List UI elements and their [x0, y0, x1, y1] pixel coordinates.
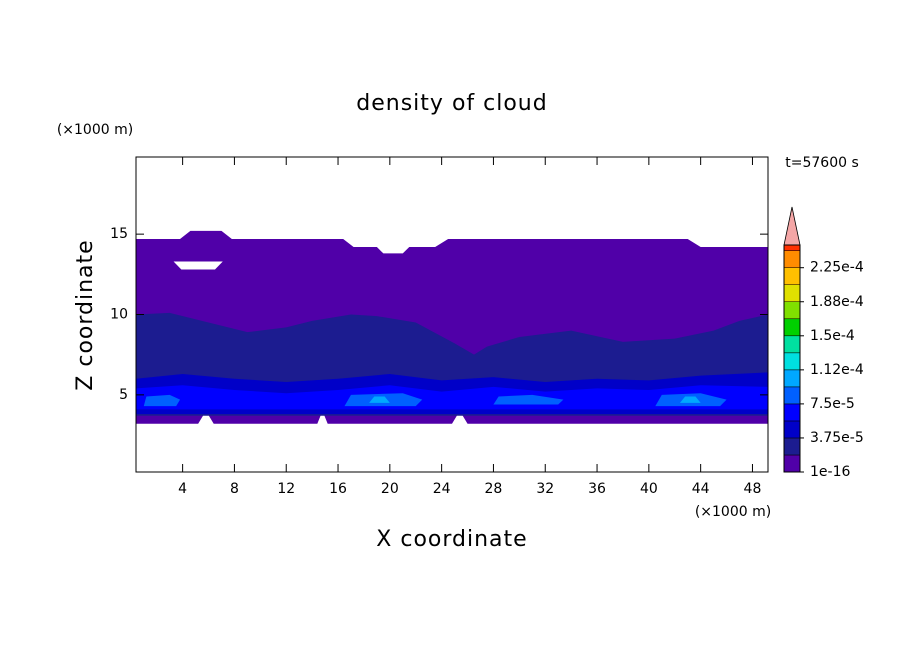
colorbar-tick-label: 1e-16 — [810, 464, 850, 480]
colorbar-tick-label: 3.75e-5 — [810, 430, 864, 446]
colorbar-band — [783, 284, 801, 303]
contour-region — [369, 396, 390, 403]
annotation: t=57600 s — [785, 155, 859, 171]
contour-region — [679, 396, 701, 403]
contour-region — [136, 385, 768, 410]
colorbar-band — [783, 244, 801, 251]
colorbar-band — [783, 369, 801, 388]
colorbar-band — [783, 386, 801, 405]
colorbar-tick-label: 1.5e-4 — [810, 328, 855, 344]
y-axis-label: Z coordinate — [73, 239, 98, 390]
colorbar-band — [783, 420, 801, 439]
y-tick-label: 5 — [119, 387, 128, 403]
x-tick-label: 12 — [277, 481, 295, 497]
x-tick-label: 40 — [640, 481, 658, 497]
colorbar-band — [783, 403, 801, 422]
colorbar-band — [783, 352, 801, 371]
chart-title: density of cloud — [356, 91, 547, 116]
colorbar-tick-label: 1.12e-4 — [810, 362, 864, 378]
x-axis-label: X coordinate — [376, 527, 527, 552]
colorbar-band — [783, 250, 801, 268]
colorbar-frame — [783, 244, 801, 473]
x-tick-label: 44 — [692, 481, 710, 497]
colorbar-tick-label: 1.88e-4 — [810, 294, 864, 310]
x-tick-label: 8 — [230, 481, 239, 497]
x-tick-label: 16 — [329, 481, 347, 497]
contour-region — [143, 394, 181, 407]
y-unit: (×1000 m) — [57, 122, 133, 138]
colorbar-tick-label: 7.5e-5 — [810, 396, 855, 412]
colorbar-band — [783, 437, 801, 456]
y-tick-label: 10 — [110, 307, 128, 323]
x-tick-label: 28 — [485, 481, 503, 497]
x-tick-label: 36 — [588, 481, 606, 497]
x-tick-label: 4 — [178, 481, 187, 497]
x-tick-label: 20 — [381, 481, 399, 497]
contour-region — [173, 261, 223, 270]
colorbar-band — [783, 267, 801, 285]
contour-region — [493, 394, 564, 405]
y-tick-label: 15 — [110, 226, 128, 242]
x-tick-label: 32 — [536, 481, 554, 497]
colorbar-tick-label: 2.25e-4 — [810, 260, 864, 276]
colorbar-band — [783, 301, 801, 320]
colorbar-band — [783, 454, 801, 473]
colorbar-band — [783, 335, 801, 354]
x-unit: (×1000 m) — [695, 504, 771, 520]
x-tick-label: 48 — [744, 481, 762, 497]
colorbar-band — [783, 318, 801, 337]
x-tick-label: 24 — [433, 481, 451, 497]
